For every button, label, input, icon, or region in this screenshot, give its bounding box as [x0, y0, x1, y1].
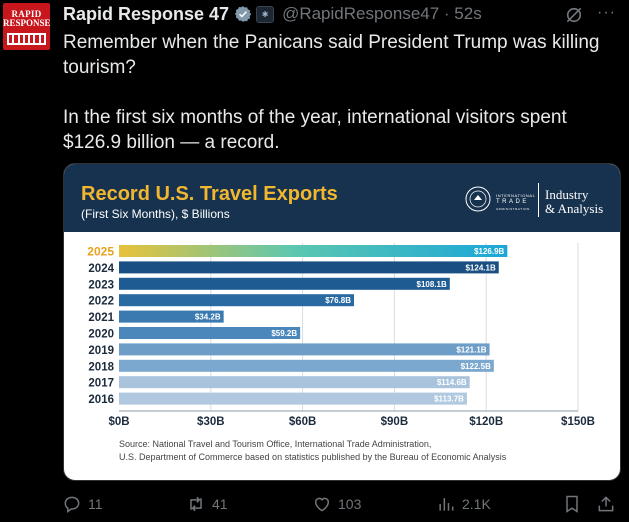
- x-tick-label-1: $30B: [197, 416, 225, 428]
- chart-title: Record U.S. Travel Exports: [81, 183, 338, 205]
- category-label-2020: 2020: [88, 329, 114, 341]
- x-tick-label-5: $150B: [561, 416, 595, 428]
- department-seal-icon: [465, 186, 491, 212]
- post-text: Remember when the Panicans said Presiden…: [63, 30, 619, 155]
- x-tick-label-4: $120B: [469, 416, 503, 428]
- value-label-2019: $121.1B: [456, 345, 486, 354]
- bar-2016: [119, 392, 467, 405]
- bar-2025: [119, 245, 508, 257]
- like-count: 103: [338, 496, 362, 512]
- post-text-line1: Remember when the Panicans said Presiden…: [63, 32, 600, 78]
- author-name[interactable]: Rapid Response 47: [63, 3, 230, 24]
- like-button[interactable]: 103: [312, 494, 361, 514]
- logo-international: INTERNATIONAL: [496, 193, 536, 198]
- value-label-2021: $34.2B: [195, 313, 221, 322]
- post-header: Rapid Response 47 ✱ @RapidResponse47 · 5…: [63, 2, 482, 26]
- category-label-2025: 2025: [87, 245, 114, 259]
- grok-icon[interactable]: [564, 5, 584, 25]
- more-options-icon[interactable]: ···: [597, 4, 616, 21]
- bar-2023: [119, 277, 450, 290]
- reply-icon: [64, 496, 80, 513]
- repost-icon: [190, 496, 202, 512]
- bookmark-icon[interactable]: [562, 494, 582, 514]
- share-icon[interactable]: [596, 494, 616, 514]
- category-label-2016: 2016: [88, 394, 114, 406]
- logo-administration: ADMINISTRATION: [496, 207, 530, 211]
- avatar-text-top: RAPID: [11, 9, 42, 19]
- category-label-2017: 2017: [88, 378, 114, 390]
- views-count: 2.1K: [462, 496, 491, 512]
- chart-source: Source: National Travel and Tourism Offi…: [119, 438, 506, 464]
- x-tick-label-0: $0B: [108, 416, 129, 428]
- bar-2024: [119, 261, 499, 274]
- reply-count: 11: [88, 496, 103, 512]
- value-label-2018: $122.5B: [461, 362, 491, 371]
- repost-count: 41: [212, 496, 228, 512]
- value-label-2025: $126.9B: [474, 247, 504, 256]
- chart-subtitle: (First Six Months), $ Billions: [81, 207, 230, 221]
- chart-header: Record U.S. Travel Exports (First Six Mo…: [64, 164, 620, 232]
- bar-2020: [119, 327, 301, 339]
- category-label-2019: 2019: [88, 345, 114, 357]
- category-label-2021: 2021: [88, 312, 114, 324]
- bar-2017: [119, 376, 470, 389]
- value-label-2022: $76.8B: [325, 296, 351, 305]
- verified-badge-icon[interactable]: [234, 5, 252, 23]
- value-label-2020: $59.2B: [271, 329, 297, 338]
- bar-2019: [119, 343, 490, 356]
- affiliate-badge-icon[interactable]: ✱: [256, 5, 275, 23]
- value-label-2016: $113.7B: [434, 395, 464, 404]
- avatar-columns: [7, 33, 46, 45]
- heart-icon: [315, 497, 329, 512]
- logo-industry-analysis: Industry & Analysis: [545, 188, 603, 216]
- logo-industry: Industry: [545, 187, 589, 202]
- avatar-text-bottom: RESPONSE: [3, 18, 50, 28]
- x-tick-label-3: $90B: [381, 416, 409, 428]
- logo-divider: [538, 183, 539, 217]
- value-label-2023: $108.1B: [417, 280, 447, 289]
- value-label-2024: $124.1B: [465, 263, 495, 272]
- chart-image-card[interactable]: Record U.S. Travel Exports (First Six Mo…: [63, 163, 621, 481]
- avatar[interactable]: RAPID RESPONSE: [3, 3, 50, 50]
- post-text-line2: In the first six months of the year, int…: [63, 107, 567, 153]
- value-label-2017: $114.6B: [437, 378, 467, 387]
- category-label-2018: 2018: [88, 361, 114, 373]
- action-bar: 11 41 103 2.1K: [0, 494, 629, 518]
- views-button[interactable]: 2.1K: [436, 494, 491, 514]
- views-icon: [439, 498, 454, 511]
- source-line2: U.S. Department of Commerce based on sta…: [119, 452, 507, 462]
- source-line1: Source: National Travel and Tourism Offi…: [119, 439, 432, 449]
- handle-and-time[interactable]: @RapidResponse47 · 52s: [282, 4, 482, 23]
- category-label-2023: 2023: [88, 279, 114, 291]
- bar-chart: 2025 $126.9B 2024 $124.1B 2023 $108.1B 2022 $76…: [87, 243, 595, 428]
- bar-2021: [119, 310, 224, 323]
- repost-button[interactable]: 41: [186, 494, 228, 514]
- x-tick-label-2: $60B: [289, 416, 317, 428]
- category-label-2024: 2024: [88, 263, 114, 275]
- reply-button[interactable]: 11: [62, 494, 103, 514]
- category-label-2022: 2022: [88, 296, 114, 308]
- logo-analysis: & Analysis: [545, 201, 604, 216]
- bar-2022: [119, 294, 355, 307]
- logo-trade: TRADE: [496, 199, 529, 205]
- bar-2018: [119, 359, 494, 372]
